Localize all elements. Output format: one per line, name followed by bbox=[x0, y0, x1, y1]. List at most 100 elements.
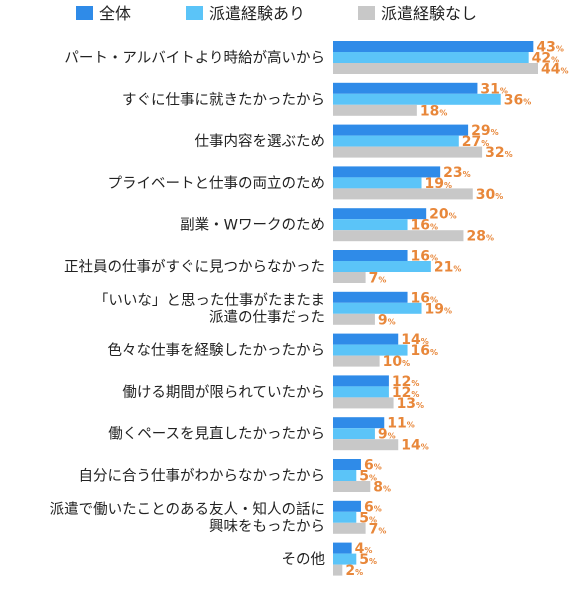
legend-label-2: 派遣経験なし bbox=[381, 4, 477, 23]
value-label-2-0: 29% bbox=[471, 123, 499, 139]
value-label-4-0: 20% bbox=[429, 207, 457, 223]
value-label-0-2: 44% bbox=[541, 62, 569, 78]
value-label-2-2: 32% bbox=[485, 145, 513, 161]
value-label-3-2: 30% bbox=[476, 187, 504, 203]
category-group-2: 仕事内容を選ぶため 29%27%32% bbox=[195, 123, 513, 161]
value-label-2-1: 27% bbox=[462, 134, 490, 150]
category-group-1: すぐに仕事に就きたかったから 31%36% 18% bbox=[122, 81, 531, 119]
value-label-9-1: 9% bbox=[378, 427, 396, 443]
category-group-3: プライベートと仕事の両立のため 23%19% 30% bbox=[108, 165, 504, 203]
category-group-0: パート・アルバイトより時給が高いから 43%42%44% bbox=[64, 40, 568, 78]
bar-2-1 bbox=[333, 135, 459, 147]
value-label-8-0: 12% bbox=[392, 374, 420, 390]
category-label-12: その他 bbox=[282, 551, 326, 568]
bar-5-1 bbox=[333, 261, 431, 272]
value-label-1-2: 18% bbox=[420, 103, 448, 119]
category-label-4: 副業・Wワークのため bbox=[180, 217, 325, 234]
value-label-10-2: 8% bbox=[373, 480, 391, 496]
bar-12-1 bbox=[333, 553, 357, 565]
value-label-1-0: 31% bbox=[480, 81, 508, 97]
bar-1-0 bbox=[333, 82, 478, 94]
value-label-6-1: 19% bbox=[425, 301, 453, 317]
category-label-8: 働ける期間が限られていたから bbox=[122, 384, 325, 401]
category-label-6-line-0: 「いいな」と思った仕事がたまたま bbox=[94, 292, 325, 309]
legend: 全体 派遣経験あり 派遣経験なし bbox=[76, 4, 477, 23]
value-label-12-2: 2% bbox=[345, 563, 363, 579]
bar-6-2 bbox=[333, 313, 375, 325]
plot-area: パート・アルバイトより時給が高いから 43%42%44% すぐに仕事に就きたかったか… bbox=[50, 40, 569, 580]
bar-11-1 bbox=[333, 511, 357, 523]
bar-2-0 bbox=[333, 124, 469, 136]
bar-1-2 bbox=[333, 104, 417, 116]
bar-1-1 bbox=[333, 93, 501, 105]
bar-10-0 bbox=[333, 459, 361, 470]
value-label-5-0: 16% bbox=[411, 249, 439, 265]
bar-11-2 bbox=[333, 522, 366, 534]
category-group-4: 副業・Wワークのため 20%16% 28% bbox=[180, 207, 494, 245]
bar-0-2 bbox=[333, 63, 538, 74]
category-label-7: 色々な仕事を経験したかったから bbox=[108, 342, 326, 359]
category-group-12: その他 4%5%2% bbox=[282, 541, 378, 579]
value-label-11-1: 5% bbox=[359, 510, 377, 526]
category-label-9: 働くペースを見直したかったから bbox=[108, 426, 325, 443]
value-label-7-1: 16% bbox=[411, 343, 439, 359]
bar-12-0 bbox=[333, 542, 352, 554]
value-label-12-0: 4% bbox=[355, 541, 373, 557]
bar-5-0 bbox=[333, 250, 408, 261]
value-label-3-0: 23% bbox=[443, 165, 471, 181]
bar-6-0 bbox=[333, 291, 408, 303]
category-label-0: パート・アルバイトより時給が高いから bbox=[64, 50, 325, 67]
category-group-9: 働くペースを見直したかったから 11%9% 14% bbox=[108, 416, 429, 454]
category-label-11-line-0: 派遣で働いたことのある友人・知人の話に bbox=[50, 501, 325, 518]
bar-4-2 bbox=[333, 230, 464, 242]
bar-10-2 bbox=[333, 481, 371, 492]
bar-6-1 bbox=[333, 302, 422, 314]
bar-9-1 bbox=[333, 428, 375, 440]
value-label-7-2: 10% bbox=[383, 354, 411, 370]
value-label-6-0: 16% bbox=[411, 290, 439, 306]
bar-8-2 bbox=[333, 397, 394, 409]
value-label-8-1: 12% bbox=[392, 385, 420, 401]
bar-0-0 bbox=[333, 41, 534, 52]
category-label-11-line-1: 興味をもったから bbox=[209, 518, 325, 535]
value-label-0-1: 42% bbox=[532, 51, 560, 67]
category-label-1: すぐに仕事に就きたかったから bbox=[122, 91, 325, 108]
value-label-6-2: 9% bbox=[378, 312, 396, 328]
category-label-3: プライベートと仕事の両立のため bbox=[108, 175, 326, 192]
value-label-1-1: 36% bbox=[504, 92, 532, 108]
bar-3-2 bbox=[333, 188, 473, 200]
value-label-12-1: 5% bbox=[359, 552, 377, 568]
category-label-6-line-1: 派遣の仕事だった bbox=[209, 309, 325, 326]
bar-10-1 bbox=[333, 470, 357, 481]
value-label-5-1: 21% bbox=[434, 260, 462, 276]
value-label-11-0: 6% bbox=[364, 499, 382, 515]
bar-3-1 bbox=[333, 177, 422, 189]
bar-4-0 bbox=[333, 208, 427, 220]
category-group-5: 正社員の仕事がすぐに見つからなかった 16%21% 7% bbox=[64, 249, 461, 287]
bar-9-2 bbox=[333, 439, 399, 451]
legend-swatch-2 bbox=[358, 6, 375, 20]
value-label-11-2: 7% bbox=[369, 521, 387, 537]
legend-swatch-1 bbox=[186, 6, 203, 20]
value-label-10-0: 6% bbox=[364, 458, 382, 474]
legend-label-1: 派遣経験あり bbox=[209, 4, 305, 23]
category-group-7: 色々な仕事を経験したかったから 14%16%10% bbox=[108, 332, 439, 370]
bar-7-1 bbox=[333, 344, 408, 356]
legend-label-0: 全体 bbox=[99, 4, 131, 23]
bar-2-2 bbox=[333, 146, 483, 158]
bar-7-0 bbox=[333, 333, 399, 345]
value-label-4-1: 16% bbox=[411, 218, 439, 234]
category-label-2: 仕事内容を選ぶため bbox=[195, 133, 326, 150]
bar-0-1 bbox=[333, 52, 529, 63]
bar-8-1 bbox=[333, 386, 389, 398]
value-label-0-0: 43% bbox=[536, 40, 564, 56]
value-label-9-2: 14% bbox=[401, 438, 429, 454]
category-label-10: 自分に合う仕事がわからなかったから bbox=[79, 468, 326, 485]
bar-4-1 bbox=[333, 219, 408, 231]
value-label-9-0: 11% bbox=[387, 416, 415, 432]
bar-11-0 bbox=[333, 500, 361, 512]
value-label-3-1: 19% bbox=[425, 176, 453, 192]
bar-7-2 bbox=[333, 355, 380, 367]
